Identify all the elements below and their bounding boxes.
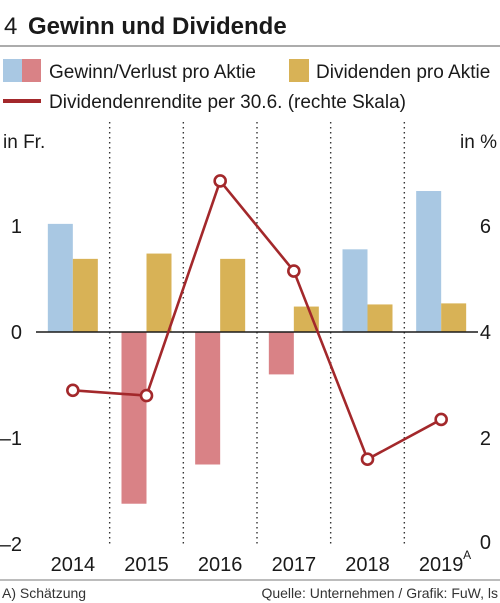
- footnote: A) Schätzung: [2, 585, 86, 601]
- source-note: Quelle: Unternehmen / Grafik: FuW, ls: [261, 585, 498, 601]
- rendite-point: [287, 264, 301, 278]
- legend-swatch-gewinn-negative: [22, 59, 41, 82]
- x-tick-label: 2016: [198, 554, 243, 576]
- x-axis-labels: 2014 2015 2016 2017 2018 2019 A: [51, 548, 472, 576]
- bar-dividende: [220, 258, 246, 332]
- bar-gewinn: [342, 249, 368, 332]
- rendite-line: [66, 174, 448, 467]
- rendite-point: [213, 174, 227, 188]
- chart-title: Gewinn und Dividende: [28, 13, 287, 40]
- legend-label-gewinn: Gewinn/Verlust pro Aktie: [49, 62, 256, 83]
- bar-gewinn: [416, 191, 442, 332]
- legend: Gewinn/Verlust pro Aktie Dividenden pro …: [3, 59, 490, 113]
- bars: [47, 191, 467, 504]
- legend-swatch-gewinn-positive: [3, 59, 22, 82]
- legend-label-rendite: Dividendenrendite per 30.6. (rechte Skal…: [49, 92, 406, 113]
- x-tick-label: 2018: [345, 554, 390, 576]
- bar-gewinn: [47, 223, 73, 332]
- bar-dividende: [146, 253, 172, 332]
- right-axis-label: in %: [460, 132, 497, 153]
- x-tick-label: 2015: [124, 554, 169, 576]
- right-tick-label: 2: [480, 428, 491, 450]
- tick-labels: 1 0 –1 –2 6 4 2 0: [0, 216, 491, 556]
- right-tick-label: 0: [480, 532, 491, 554]
- bar-gewinn: [195, 332, 221, 465]
- left-tick-label: –2: [0, 534, 22, 556]
- bar-gewinn: [121, 332, 147, 504]
- left-axis-label: in Fr.: [3, 132, 45, 153]
- grid: [108, 122, 406, 544]
- left-tick-label: 0: [11, 322, 22, 344]
- rendite-point: [139, 388, 154, 403]
- right-tick-label: 6: [480, 216, 491, 238]
- bar-dividende: [367, 304, 393, 332]
- x-tick-label: 2019: [419, 554, 464, 576]
- x-tick-label: 2017: [272, 554, 317, 576]
- x-tick-label: 2014: [51, 554, 96, 576]
- legend-label-dividenden: Dividenden pro Aktie: [316, 62, 490, 83]
- x-tick-superscript: A: [463, 548, 471, 562]
- legend-swatch-dividenden: [289, 59, 309, 82]
- left-tick-label: 1: [11, 216, 22, 238]
- rendite-point: [66, 383, 80, 398]
- left-tick-label: –1: [0, 428, 22, 450]
- bar-gewinn: [268, 332, 294, 375]
- rendite-point: [360, 452, 375, 467]
- right-tick-label: 4: [480, 322, 491, 344]
- rendite-path: [72, 179, 442, 461]
- bar-dividende: [441, 303, 467, 332]
- figure-number: 4: [4, 13, 17, 40]
- rendite-point: [434, 412, 448, 427]
- bar-dividende: [72, 258, 98, 332]
